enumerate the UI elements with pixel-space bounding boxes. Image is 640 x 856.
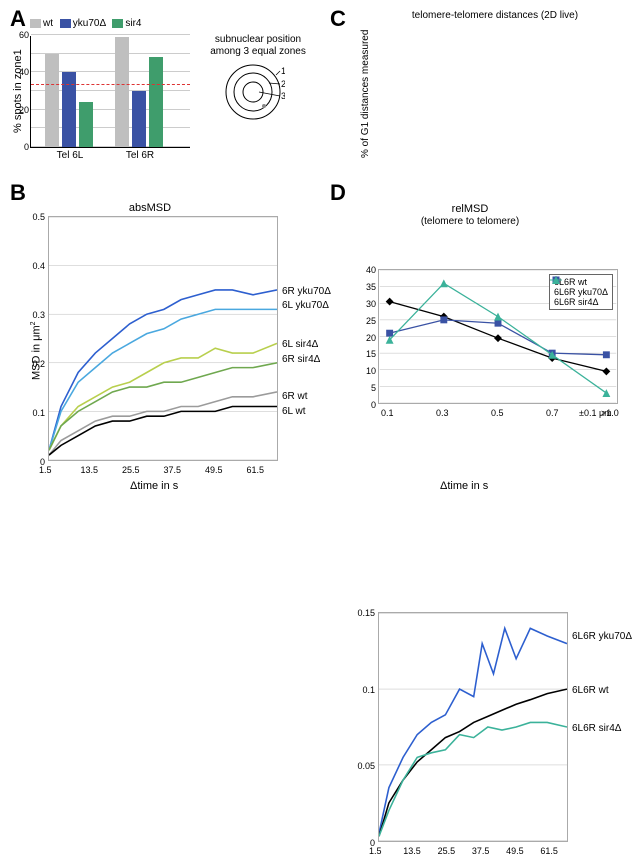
xtick: 49.5 — [205, 465, 223, 475]
ytick: 0.1 — [353, 685, 375, 695]
panel-c-chart: 05101520253035400.10.30.50.7>1.0±0.1 μm … — [378, 269, 618, 404]
series-label-6R wt: 6R wt — [282, 391, 308, 402]
panel-d-xlabel: Δtime in s — [440, 480, 488, 492]
svg-text:1: 1 — [281, 66, 285, 76]
xtick: 61.5 — [247, 465, 265, 475]
series-label-6L sir4Δ: 6L sir4Δ — [282, 339, 318, 350]
xtick: 0.1 — [381, 408, 394, 418]
series-label-6L yku70Δ: 6L yku70Δ — [282, 300, 329, 311]
panel-a-bar-chart: wt yku70Δ sir4 0204060Tel 6LTel 6R % spo… — [30, 28, 205, 143]
panel-b-title: absMSD — [35, 202, 265, 214]
series-label-6L wt: 6L wt — [282, 406, 306, 417]
panel-c-title: telomere-telomere distances (2D live) — [375, 10, 615, 21]
legend-item-6L6R sir4Δ: 6L6R sir4Δ — [554, 297, 608, 307]
legend-item-sir4: sir4 — [112, 18, 141, 29]
ytick: 0.05 — [353, 761, 375, 771]
svg-text:2: 2 — [281, 79, 285, 89]
ytick: 0 — [361, 400, 376, 410]
xtick: 37.5 — [164, 465, 182, 475]
panel-a-ylabel: % spots in zone1 — [12, 49, 24, 133]
xtick-label: Tel 6L — [45, 150, 95, 161]
legend-a: wt yku70Δ sir4 — [30, 18, 146, 29]
ytick: 35 — [361, 282, 376, 292]
ytick: 40 — [361, 265, 376, 275]
xtick-label: Tel 6R — [115, 150, 165, 161]
bar-Tel6R-yku70 — [132, 91, 146, 147]
xtick: 13.5 — [403, 846, 421, 856]
series-label-6L6R yku70Δ: 6L6R yku70Δ — [572, 631, 632, 642]
ytick: 20 — [361, 333, 376, 343]
xtick: 0.3 — [436, 408, 449, 418]
xtick: 0.7 — [546, 408, 559, 418]
xlabel-suffix: ±0.1 μm — [579, 408, 639, 418]
ytick: 0.4 — [23, 261, 45, 271]
xtick: 49.5 — [506, 846, 524, 856]
panel-b-chart: 00.10.20.30.40.51.513.525.537.549.561.56… — [48, 216, 278, 461]
bar-Tel6R-wt — [115, 37, 129, 147]
svg-text:3: 3 — [281, 91, 285, 101]
series-label-6L6R sir4Δ: 6L6R sir4Δ — [572, 723, 621, 734]
bar-Tel6R-sir4 — [149, 57, 163, 147]
panel-a-label: A — [10, 6, 26, 32]
panel-d-chart: 00.050.10.151.513.525.537.549.561.56L6R … — [378, 612, 568, 842]
panel-d-label: D — [330, 180, 346, 206]
bar-Tel6L-sir4 — [79, 102, 93, 147]
bar-chart-area: 0204060Tel 6LTel 6R — [30, 36, 190, 148]
panel-c-legend: 6L6R wt 6L6R yku70Δ 6L6R sir4Δ — [549, 274, 613, 310]
xtick: 61.5 — [540, 846, 558, 856]
ytick: 15 — [361, 349, 376, 359]
panel-c-label: C — [330, 6, 346, 32]
xtick: 25.5 — [438, 846, 456, 856]
series-label-6L6R wt: 6L6R wt — [572, 685, 609, 696]
ytick: 0.5 — [23, 212, 45, 222]
series-label-6R sir4Δ: 6R sir4Δ — [282, 354, 320, 365]
panel-d-title: relMSD — [370, 203, 570, 215]
series-label-6R yku70Δ: 6R yku70Δ — [282, 286, 331, 297]
panel-b-xlabel: Δtime in s — [130, 480, 178, 492]
legend-item-yku70Δ: yku70Δ — [60, 18, 109, 29]
xtick: 13.5 — [81, 465, 99, 475]
legend-item-wt: wt — [30, 18, 56, 29]
xtick: 37.5 — [472, 846, 490, 856]
xtick: 1.5 — [369, 846, 382, 856]
ytick: 30 — [361, 299, 376, 309]
ytick: 5 — [361, 383, 376, 393]
ytick: 0.3 — [23, 310, 45, 320]
panel-b-ylabel: MSD in μm2 — [30, 321, 43, 380]
ytick: 0.15 — [353, 608, 375, 618]
xtick: 25.5 — [122, 465, 140, 475]
panel-b-label: B — [10, 180, 26, 206]
ytick: 0.1 — [23, 408, 45, 418]
panel-d-subtitle: (telomere to telomere) — [370, 216, 570, 227]
xtick: 1.5 — [39, 465, 52, 475]
ring-caption: subnuclear position among 3 equal zones — [208, 34, 308, 58]
ring-diagram: 1 2 3 — [225, 62, 285, 122]
xtick: 0.5 — [491, 408, 504, 418]
panel-c-ylabel: % of G1 distances measured — [360, 30, 371, 158]
ytick: 25 — [361, 316, 376, 326]
ytick: 10 — [361, 366, 376, 376]
bar-Tel6L-wt — [45, 54, 59, 147]
